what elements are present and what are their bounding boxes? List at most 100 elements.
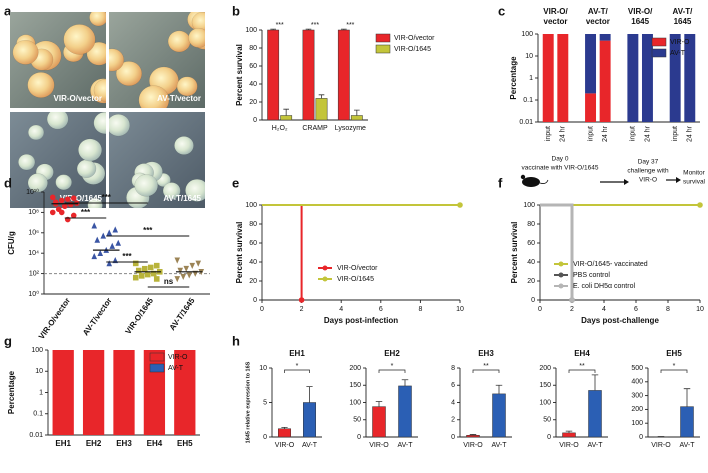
significance: **: [483, 363, 489, 370]
workflow-text: Day 37: [638, 159, 659, 166]
colony: [138, 85, 170, 108]
group-label: VIR-O/: [628, 7, 653, 16]
legend-label: PBS control: [573, 272, 610, 279]
bar-segment: [641, 34, 653, 122]
bar-segment: [113, 350, 135, 435]
y-tick-label: 0: [253, 297, 257, 304]
x-tick-label: EH1: [55, 439, 71, 448]
legend-marker: [322, 276, 328, 282]
bar: [280, 115, 293, 121]
colony: [55, 174, 72, 191]
colony: [28, 124, 45, 141]
colony: [18, 153, 36, 171]
y-tick-label: 10⁴: [28, 250, 39, 257]
y-axis-label: Percent survival: [235, 44, 244, 106]
y-tick-label: 100: [521, 31, 533, 38]
legend-marker: [558, 272, 564, 278]
x-tick-label: VIR-O: [369, 442, 389, 449]
photo-label: AV-T/1645: [163, 194, 201, 203]
x-tick-label: 24 hr: [602, 125, 609, 142]
chart-title: EH2: [384, 349, 400, 358]
panel-label: f: [498, 175, 503, 190]
colony: [174, 136, 194, 155]
legend-marker: [558, 261, 564, 267]
panel-label: g: [4, 333, 12, 348]
y-tick-label: 0: [357, 434, 361, 441]
photo-label: VIR-O/vector: [54, 94, 102, 103]
bar-segment: [174, 350, 196, 435]
data-point: [70, 195, 77, 201]
y-tick-label: 40: [249, 259, 257, 266]
significance: ***: [122, 252, 132, 261]
data-point: [141, 265, 148, 272]
colonies: [109, 12, 205, 108]
y-tick-label: 60: [249, 240, 257, 247]
data-point: [569, 297, 575, 303]
x-tick-label: VIR-O: [463, 442, 483, 449]
panel-label: a: [4, 3, 12, 18]
bar: [680, 406, 694, 438]
error-bar: [565, 430, 573, 433]
y-tick-label: 5: [263, 399, 267, 406]
bar: [337, 29, 350, 121]
x-tick-label: 10: [696, 306, 704, 313]
data-point: [195, 260, 202, 267]
y-tick-label: 0: [547, 434, 551, 441]
y-tick-label: 0.01: [29, 432, 43, 439]
y-tick-label: 2: [451, 417, 455, 424]
legend-swatch: [375, 33, 391, 43]
bar-segment: [585, 34, 597, 94]
data-point: [189, 262, 196, 269]
error-bar: [375, 401, 383, 407]
panel-label: h: [232, 333, 240, 348]
bar: [303, 402, 316, 438]
colony: [27, 72, 55, 98]
x-tick-label: VIR-O: [559, 442, 579, 449]
x-tick-label: input: [672, 126, 679, 141]
x-tick-label: 6: [379, 306, 383, 313]
y-tick-label: 8: [451, 365, 455, 372]
workflow-icons: [520, 174, 681, 187]
colony: [46, 112, 69, 130]
bar: [398, 385, 412, 438]
x-tick-label: H₂O₂: [272, 125, 288, 132]
photo-grid: VIR-O/vector AV-T/vector VIR-O/1645 AV-T/16…: [10, 12, 205, 208]
y-tick-label: 10: [525, 53, 533, 60]
y-tick-label: 0: [253, 117, 257, 124]
y-axis-label: Percentage: [509, 56, 518, 100]
chart-title: EH4: [574, 349, 590, 358]
panel-label: e: [232, 175, 239, 190]
data-point: [138, 273, 145, 279]
significance: ***: [311, 22, 319, 29]
y-tick-label: 100: [349, 399, 361, 406]
data-point: [183, 265, 190, 273]
y-tick-label: 10¹⁰: [26, 188, 39, 196]
x-tick-label: AV-T/1645: [168, 296, 197, 332]
legend-label: VIR-O/1645: [337, 276, 374, 283]
data-point: [91, 252, 98, 260]
bar: [267, 29, 280, 121]
y-tick-label: 60: [249, 63, 257, 70]
photo-label: VIR-O/1645: [60, 194, 103, 203]
chart-title: EH5: [666, 349, 682, 358]
group-label: VIR-O/: [543, 7, 568, 16]
y-tick-label: 20: [249, 99, 257, 106]
legend-label: VIR-O/1645: [394, 46, 431, 53]
data-point: [91, 222, 98, 229]
error-bar: [354, 109, 360, 116]
error-bar: [306, 386, 313, 403]
x-tick-label: VIR-O/1645: [124, 296, 156, 336]
legend-swatch: [375, 44, 391, 54]
data-point: [174, 257, 181, 264]
x-tick-label: VIR-O/vector: [37, 296, 72, 341]
y-tick-label: 10⁶: [28, 230, 39, 237]
x-tick-label: 8: [418, 306, 422, 313]
legend-label: VIR-O/1645- vaccinated: [573, 261, 648, 268]
x-tick-label: 0: [538, 306, 542, 313]
colony: [63, 24, 96, 55]
workflow-text: Monitor: [683, 170, 706, 177]
y-tick-label: 150: [539, 382, 551, 389]
bar: [372, 406, 386, 438]
x-tick-label: 10: [456, 306, 464, 313]
